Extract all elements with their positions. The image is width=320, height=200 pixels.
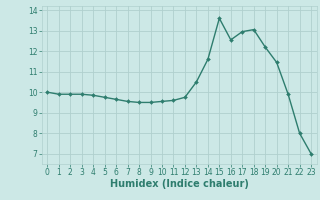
X-axis label: Humidex (Indice chaleur): Humidex (Indice chaleur): [110, 179, 249, 189]
